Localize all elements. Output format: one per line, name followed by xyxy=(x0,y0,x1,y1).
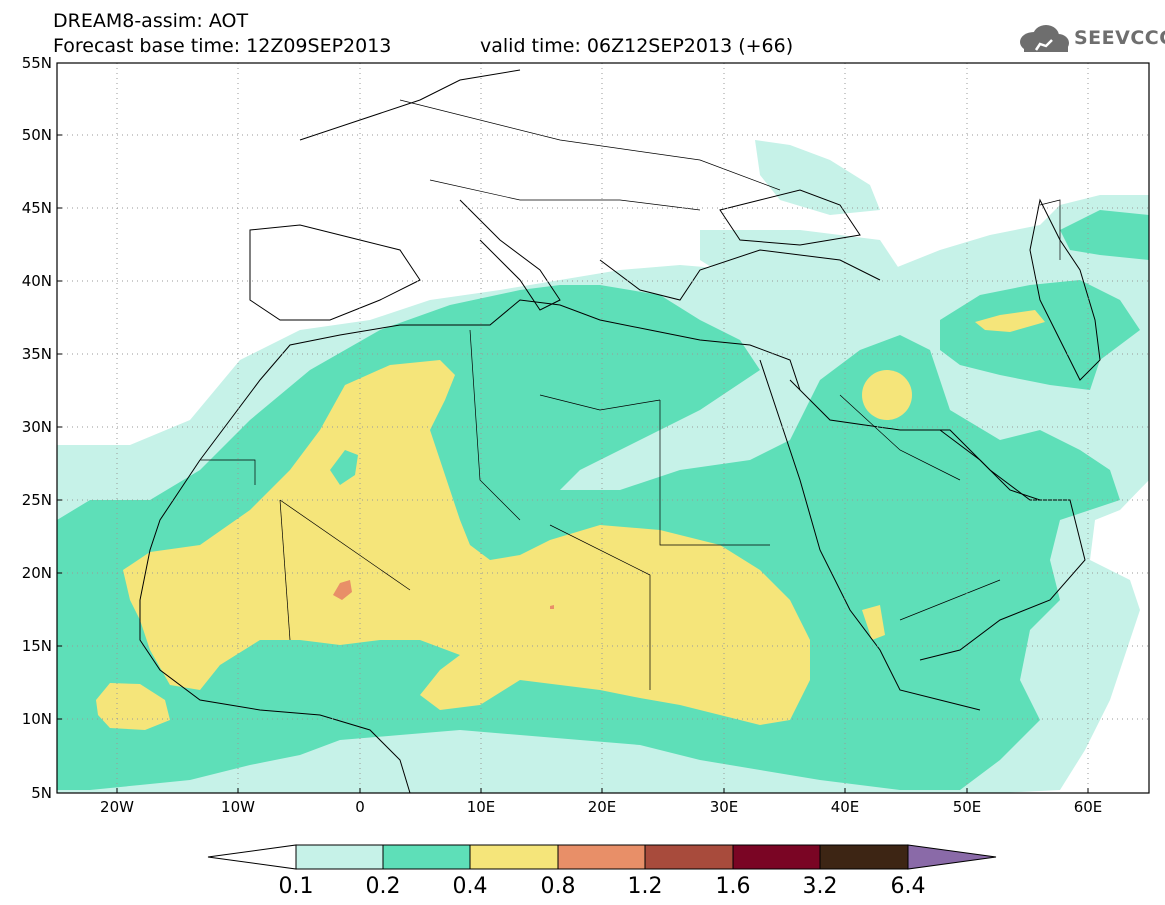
border-10 xyxy=(399,99,781,191)
colorbar-label: 0.2 xyxy=(366,874,401,899)
lat-label: 55N xyxy=(22,54,52,72)
border-6 xyxy=(659,400,770,546)
colorbar-label: 1.2 xyxy=(628,874,663,899)
lon-label: 0 xyxy=(355,798,365,816)
coast-iberia xyxy=(249,224,421,321)
lon-labels: 20W 10W 0 10E 20E 30E 40E 50E 60E xyxy=(100,798,1102,816)
colorbar-label: 1.6 xyxy=(716,874,751,899)
aot-band-0.2-caspian xyxy=(940,280,1140,390)
product-title: DREAM8-assim: AOT xyxy=(53,10,249,32)
logo-text: SEEVCCC xyxy=(1074,27,1165,49)
border-12 xyxy=(1039,199,1061,260)
axis-ticks xyxy=(57,62,1089,793)
colorbar-segment xyxy=(557,844,646,870)
aot-band-0.4-caspian xyxy=(975,310,1045,332)
coast-africa-west xyxy=(139,459,411,793)
colorbar-label: 3.2 xyxy=(803,874,838,899)
border-2 xyxy=(279,499,411,591)
seevccc-logo: SEEVCCC xyxy=(1016,22,1165,58)
aot-band-0.1-anatolia xyxy=(700,230,900,300)
aot-band-0.2-ne xyxy=(1060,210,1149,260)
colorbar-label: 0.1 xyxy=(279,874,314,899)
lon-label: 60E xyxy=(1074,798,1103,816)
border-3 xyxy=(279,499,291,641)
map-frame xyxy=(56,62,1150,794)
coast-europe-north xyxy=(299,69,521,141)
coast-africa-north xyxy=(199,299,801,461)
colorbar-label: 0.4 xyxy=(453,874,488,899)
cloud-icon xyxy=(1020,25,1069,52)
coast-italy xyxy=(459,199,561,311)
lon-label: 50E xyxy=(953,798,982,816)
lon-label: 10W xyxy=(221,798,255,816)
colorbar-label: 0.8 xyxy=(541,874,576,899)
valid-time: valid time: 06Z12SEP2013 (+66) xyxy=(480,35,794,57)
colorbar-segment xyxy=(644,844,734,870)
lat-label: 10N xyxy=(22,710,52,728)
lon-label: 20W xyxy=(100,798,134,816)
graticule xyxy=(57,63,1149,793)
colorbar-segment xyxy=(819,844,909,870)
lat-label: 20N xyxy=(22,564,52,582)
aot-band-0.1-north xyxy=(755,140,880,215)
coast-blacksea xyxy=(719,189,861,246)
lat-label: 50N xyxy=(22,126,52,144)
lat-label: 15N xyxy=(22,637,52,655)
aot-field xyxy=(57,140,1149,793)
border-8 xyxy=(839,394,961,481)
lon-label: 40E xyxy=(831,798,860,816)
colorbar-segment xyxy=(295,844,384,870)
lon-label: 20E xyxy=(588,798,617,816)
aot-band-0.4-iraq xyxy=(862,370,912,420)
lat-label: 40N xyxy=(22,272,52,290)
coastlines xyxy=(139,69,1101,793)
border-7 xyxy=(539,394,661,411)
colorbar-segment xyxy=(382,844,471,870)
lon-label: 10E xyxy=(467,798,496,816)
aot-band-0.8-b xyxy=(550,605,554,609)
border-4 xyxy=(469,329,521,521)
border-5 xyxy=(549,524,651,690)
border-11 xyxy=(429,179,701,211)
lat-label: 30N xyxy=(22,418,52,436)
aot-band-0.4-redsea xyxy=(862,605,885,640)
border-9 xyxy=(899,579,1001,621)
aot-band-0.4-wafrica xyxy=(96,683,170,730)
coast-caspian xyxy=(1029,198,1101,381)
aot-band-0.4 xyxy=(123,360,810,725)
lat-label: 35N xyxy=(22,345,52,363)
lon-label: 30E xyxy=(710,798,739,816)
aot-band-0.2-hole xyxy=(330,450,358,485)
lat-label: 5N xyxy=(31,784,52,802)
lat-label: 25N xyxy=(22,491,52,509)
colorbar-segment xyxy=(469,844,559,870)
coast-persian-gulf xyxy=(939,429,1041,501)
colorbar-min-arrow xyxy=(207,844,297,870)
colorbar-label: 6.4 xyxy=(891,874,926,899)
coast-arabia xyxy=(789,379,1086,661)
border-1 xyxy=(200,459,256,485)
colorbar: 0.1 0.2 0.4 0.8 1.2 1.6 3.2 6.4 xyxy=(207,844,997,899)
colorbar-max-arrow xyxy=(907,844,997,870)
base-time: Forecast base time: 12Z09SEP2013 xyxy=(53,35,392,57)
coast-redsea xyxy=(759,359,981,711)
aot-band-0.8 xyxy=(333,580,352,600)
lat-label: 45N xyxy=(22,199,52,217)
colorbar-segment xyxy=(732,844,821,870)
borders xyxy=(200,99,1061,690)
lat-labels: 55N 50N 45N 40N 35N 30N 25N 20N 15N 10N … xyxy=(22,54,52,802)
coast-greece-turkey xyxy=(599,249,881,301)
